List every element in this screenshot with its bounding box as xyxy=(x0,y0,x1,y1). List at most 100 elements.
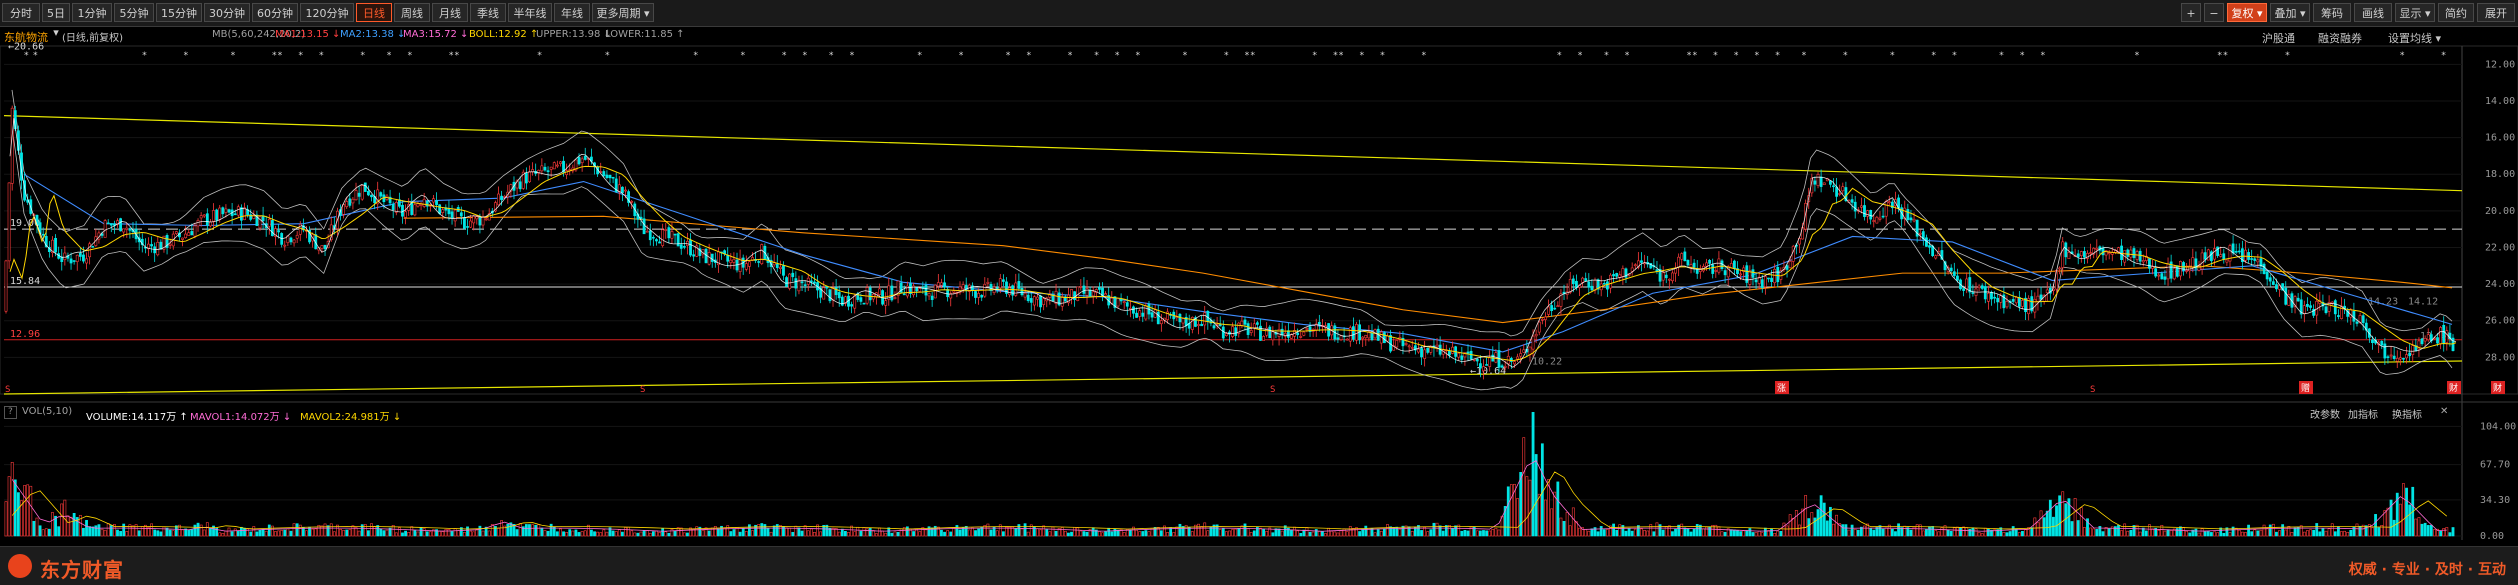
event-marker-66[interactable]: * xyxy=(1182,51,1187,61)
event-marker-61[interactable]: * xyxy=(1094,51,1099,61)
event-marker-106[interactable]: * xyxy=(1890,51,1895,61)
event-marker-137[interactable]: * xyxy=(2441,51,2446,61)
toolbar-button-6[interactable]: 显示 ▾ xyxy=(2395,3,2435,22)
event-marker-25[interactable]: * xyxy=(454,51,459,61)
toolbar-button-5[interactable]: 画线 xyxy=(2354,3,2392,22)
event-marker-96[interactable]: * xyxy=(1713,51,1718,61)
right-link-0[interactable]: 沪股通 xyxy=(2262,32,2295,45)
event-marker-128[interactable]: * xyxy=(2285,51,2290,61)
toolbar-button-3[interactable]: 叠加 ▾ xyxy=(2270,3,2310,22)
event-marker-88[interactable]: * xyxy=(1577,51,1582,61)
right-link-1[interactable]: 融资融券 xyxy=(2318,32,2362,45)
event-marker-109[interactable]: * xyxy=(1952,51,1957,61)
period-tab-10[interactable]: 月线 xyxy=(432,3,468,22)
toolbar-button-0[interactable]: + xyxy=(2181,3,2201,22)
event-marker-125[interactable]: * xyxy=(2223,51,2228,61)
help-icon[interactable]: ? xyxy=(4,406,17,419)
period-tab-3[interactable]: 5分钟 xyxy=(114,3,154,22)
event-marker-51[interactable]: * xyxy=(917,51,922,61)
period-tab-12[interactable]: 半年线 xyxy=(508,3,552,22)
event-marker-14[interactable]: * xyxy=(272,51,277,61)
event-marker-16[interactable]: * xyxy=(298,51,303,61)
event-marker-98[interactable]: * xyxy=(1754,51,1759,61)
candle-body-385 xyxy=(1197,324,1200,326)
event-marker-90[interactable]: * xyxy=(1604,51,1609,61)
event-marker-74[interactable]: * xyxy=(1333,51,1338,61)
event-marker-114[interactable]: * xyxy=(2040,51,2045,61)
event-marker-56[interactable]: * xyxy=(1005,51,1010,61)
period-tab-5[interactable]: 30分钟 xyxy=(204,3,250,22)
event-marker-46[interactable]: * xyxy=(829,51,834,61)
event-marker-77[interactable]: * xyxy=(1380,51,1385,61)
event-marker-29[interactable]: * xyxy=(537,51,542,61)
event-marker-120[interactable]: * xyxy=(2134,51,2139,61)
event-marker-1[interactable]: * xyxy=(33,51,38,61)
event-marker-70[interactable]: * xyxy=(1250,51,1255,61)
toolbar-button-8[interactable]: 展开 xyxy=(2477,3,2515,22)
event-marker-108[interactable]: * xyxy=(1931,51,1936,61)
event-marker-138[interactable]: * xyxy=(24,51,29,61)
event-marker-12[interactable]: * xyxy=(230,51,235,61)
event-marker-94[interactable]: * xyxy=(1686,51,1691,61)
toolbar-button-4[interactable]: 筹码 xyxy=(2313,3,2351,22)
event-marker-68[interactable]: * xyxy=(1224,51,1229,61)
vol-link-2[interactable]: 换指标 xyxy=(2392,410,2422,421)
period-tab-8[interactable]: 日线 xyxy=(356,3,392,22)
event-marker-57[interactable]: * xyxy=(1026,51,1031,61)
event-marker-63[interactable]: * xyxy=(1135,51,1140,61)
toolbar-button-2[interactable]: 复权 ▾ xyxy=(2227,3,2267,22)
event-marker-69[interactable]: * xyxy=(1244,51,1249,61)
event-marker-44[interactable]: * xyxy=(802,51,807,61)
event-marker-124[interactable]: * xyxy=(2217,51,2222,61)
event-marker-76[interactable]: * xyxy=(1359,51,1364,61)
event-marker-47[interactable]: * xyxy=(849,51,854,61)
toolbar-button-1[interactable]: − xyxy=(2204,3,2224,22)
vol-link-0[interactable]: 改参数 xyxy=(2310,410,2340,421)
event-marker-97[interactable]: * xyxy=(1733,51,1738,61)
event-marker-59[interactable]: * xyxy=(1067,51,1072,61)
period-tab-11[interactable]: 季线 xyxy=(470,3,506,22)
volume-bar-143 xyxy=(447,529,451,537)
close-icon[interactable]: ✕ xyxy=(2440,406,2449,417)
event-marker-19[interactable]: * xyxy=(360,51,365,61)
event-marker-73[interactable]: * xyxy=(1312,51,1317,61)
event-marker-135[interactable]: * xyxy=(2400,51,2405,61)
event-marker-38[interactable]: * xyxy=(693,51,698,61)
volume-bar-403 xyxy=(1252,530,1256,537)
event-marker-113[interactable]: * xyxy=(2019,51,2024,61)
period-tab-0[interactable]: 分时 xyxy=(2,3,40,22)
event-marker-95[interactable]: * xyxy=(1692,51,1697,61)
event-marker-112[interactable]: * xyxy=(1999,51,2004,61)
vol-link-1[interactable]: 加指标 xyxy=(2348,410,2378,421)
event-marker-7[interactable]: * xyxy=(142,51,147,61)
period-tab-4[interactable]: 15分钟 xyxy=(156,3,202,22)
event-marker-75[interactable]: * xyxy=(1338,51,1343,61)
event-marker-103[interactable]: * xyxy=(1843,51,1848,61)
period-tab-9[interactable]: 周线 xyxy=(394,3,430,22)
period-tab-14[interactable]: 更多周期 ▾ xyxy=(592,3,654,22)
event-marker-22[interactable]: * xyxy=(407,51,412,61)
event-marker-41[interactable]: * xyxy=(740,51,745,61)
period-tab-13[interactable]: 年线 xyxy=(554,3,590,22)
event-marker-9[interactable]: * xyxy=(183,51,188,61)
event-marker-15[interactable]: * xyxy=(277,51,282,61)
toolbar-button-7[interactable]: 简约 xyxy=(2438,3,2474,22)
event-marker-87[interactable]: * xyxy=(1557,51,1562,61)
period-tab-6[interactable]: 60分钟 xyxy=(252,3,298,22)
event-marker-62[interactable]: * xyxy=(1114,51,1119,61)
event-marker-53[interactable]: * xyxy=(958,51,963,61)
event-marker-91[interactable]: * xyxy=(1624,51,1629,61)
event-marker-24[interactable]: * xyxy=(448,51,453,61)
volume-bar-56 xyxy=(178,524,181,537)
right-link-2[interactable]: 设置均线 ▾ xyxy=(2388,32,2442,45)
event-marker-17[interactable]: * xyxy=(319,51,324,61)
event-marker-21[interactable]: * xyxy=(386,51,391,61)
event-marker-79[interactable]: * xyxy=(1421,51,1426,61)
event-marker-43[interactable]: * xyxy=(781,51,786,61)
event-marker-101[interactable]: * xyxy=(1801,51,1806,61)
event-marker-99[interactable]: * xyxy=(1775,51,1780,61)
period-tab-7[interactable]: 120分钟 xyxy=(300,3,354,22)
period-tab-1[interactable]: 5日 ▾ xyxy=(42,3,70,39)
period-tab-2[interactable]: 1分钟 xyxy=(72,3,112,22)
event-marker-33[interactable]: * xyxy=(605,51,610,61)
